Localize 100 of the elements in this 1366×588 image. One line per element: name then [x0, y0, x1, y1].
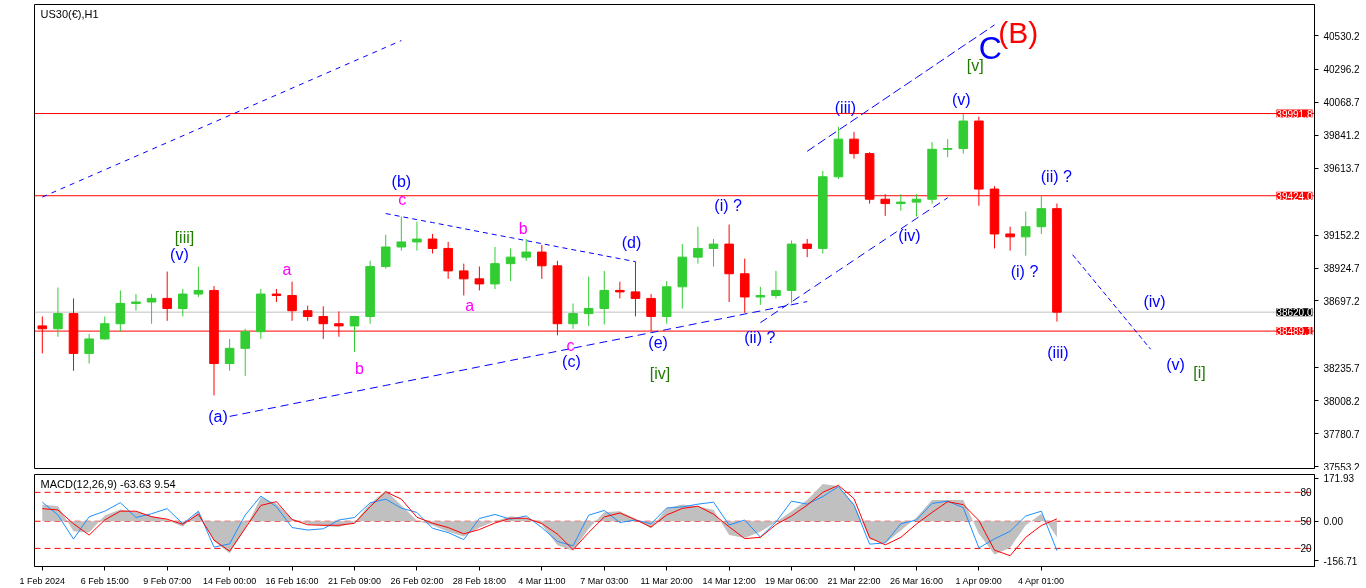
- annotation: (v): [170, 246, 189, 264]
- candlestick: [458, 263, 469, 296]
- candlestick: [443, 241, 453, 280]
- candlestick: [474, 266, 485, 291]
- y-tick-label: 38924.7: [1323, 263, 1361, 275]
- candlestick: [630, 260, 641, 317]
- candlestick: [615, 281, 625, 299]
- x-tick-label: 16 Feb 16:00: [265, 575, 319, 586]
- candlestick: [349, 315, 360, 353]
- x-tick-label: 26 Mar 16:00: [889, 575, 943, 586]
- x-tick-label: 21 Feb 09:00: [327, 575, 382, 586]
- annotation: (iii): [834, 99, 857, 117]
- candlestick: [583, 276, 594, 327]
- y-tick-label: 37780.7: [1323, 428, 1361, 440]
- x-tick-label: 26 Feb 02:00: [390, 575, 444, 586]
- annotation: (iv): [1143, 292, 1166, 310]
- candlestick: [427, 233, 438, 255]
- annotation: (v): [951, 91, 971, 109]
- annotation: (ii) ?: [1040, 168, 1072, 186]
- ref-line-label: 39991.8: [1276, 108, 1313, 120]
- candlestick: [240, 328, 251, 377]
- candlestick: [193, 266, 204, 298]
- y-tick-label: 38008.2: [1323, 395, 1361, 407]
- ref-line-label: 38489.1: [1276, 326, 1313, 338]
- candlestick: [99, 315, 110, 341]
- ref-line-label: 39424.0: [1276, 190, 1313, 202]
- x-tick-label: 6 Feb 15:00: [80, 575, 129, 586]
- y-tick-label: 171.93: [1323, 473, 1355, 485]
- candlestick: [771, 270, 781, 299]
- candlestick: [521, 238, 531, 262]
- y-tick-label: 37553.2: [1323, 461, 1361, 473]
- x-tick-label: 9 Feb 07:00: [143, 575, 192, 586]
- y-tick-label: 40296.2: [1323, 64, 1361, 76]
- annotation: (i) ?: [1010, 262, 1039, 280]
- x-tick-label: 1 Apr 09:00: [955, 575, 1002, 586]
- candlestick: [84, 333, 94, 365]
- candlestick: [942, 138, 953, 158]
- annotation: c: [566, 336, 575, 354]
- y-tick-label: 38697.2: [1323, 295, 1361, 307]
- candlestick: [115, 289, 126, 333]
- candlestick: [53, 287, 63, 338]
- y-tick-label: 39841.2: [1323, 130, 1361, 142]
- annotation: [iv]: [649, 365, 671, 383]
- candlestick: [224, 338, 235, 372]
- candlestick: [755, 286, 766, 306]
- candlestick: [178, 288, 188, 317]
- y-tick-label: 40068.7: [1323, 97, 1361, 109]
- candlestick: [568, 302, 578, 330]
- y-tick-label: 0.00: [1323, 516, 1344, 528]
- candlestick: [739, 258, 750, 314]
- candlestick: [505, 247, 516, 282]
- annotation: (iii): [1047, 344, 1069, 362]
- x-tick-label: 14 Feb 00:00: [203, 575, 257, 586]
- candlestick: [380, 234, 391, 270]
- candlestick: [396, 216, 407, 252]
- candlestick: [287, 281, 297, 322]
- x-tick-label: 7 Mar 03:00: [580, 575, 629, 586]
- candlestick: [693, 226, 703, 265]
- annotation: a: [282, 261, 292, 279]
- candlestick: [599, 270, 610, 325]
- annotation: 80: [1300, 487, 1312, 499]
- annotation: (ii) ?: [744, 329, 776, 347]
- annotation: (v): [1166, 355, 1185, 373]
- annotation: (d): [621, 234, 642, 252]
- y-tick-label: 40530.2: [1323, 30, 1361, 42]
- x-tick-label: 28 Feb 18:00: [452, 575, 506, 586]
- x-tick-label: 21 Mar 22:00: [827, 575, 881, 586]
- candlestick: [1005, 226, 1015, 252]
- candlestick: [802, 238, 812, 258]
- annotation: 20: [1300, 543, 1312, 555]
- y-tick-label: 39152.2: [1323, 230, 1361, 242]
- annotation: (a): [208, 407, 228, 425]
- chart-title: US30(€),H1: [40, 7, 99, 20]
- annotation: c: [398, 191, 407, 209]
- x-tick-label: 1 Feb 2024: [19, 575, 66, 586]
- candlestick: [412, 221, 422, 252]
- annotation: [i]: [1193, 363, 1206, 381]
- candlestick: [537, 244, 547, 280]
- candlestick: [849, 131, 859, 160]
- ref-line-label: 38620.0: [1276, 307, 1313, 319]
- candlestick: [131, 293, 141, 312]
- annotation: b: [355, 360, 365, 378]
- annotation: a: [465, 297, 475, 314]
- x-tick-label: 4 Apr 01:00: [1018, 575, 1065, 586]
- annotation: (i) ?: [714, 197, 743, 215]
- candlestick: [162, 271, 172, 322]
- annotation: (b): [391, 173, 412, 191]
- candlestick: [1020, 211, 1031, 257]
- annotation: b: [518, 219, 528, 237]
- candlestick: [911, 193, 922, 218]
- y-tick-label: -156.71: [1323, 555, 1358, 567]
- candlestick: [146, 293, 157, 325]
- annotation: (iv): [898, 227, 921, 245]
- y-tick-label: 38235.7: [1323, 362, 1361, 374]
- x-tick-label: 14 Mar 12:00: [702, 575, 756, 586]
- annotation: (c): [562, 352, 581, 370]
- x-tick-label: 4 Mar 11:00: [518, 575, 566, 586]
- x-tick-label: 11 Mar 20:00: [640, 575, 693, 586]
- y-tick-label: 39613.7: [1323, 163, 1361, 175]
- x-tick-label: 19 Mar 06:00: [765, 575, 819, 586]
